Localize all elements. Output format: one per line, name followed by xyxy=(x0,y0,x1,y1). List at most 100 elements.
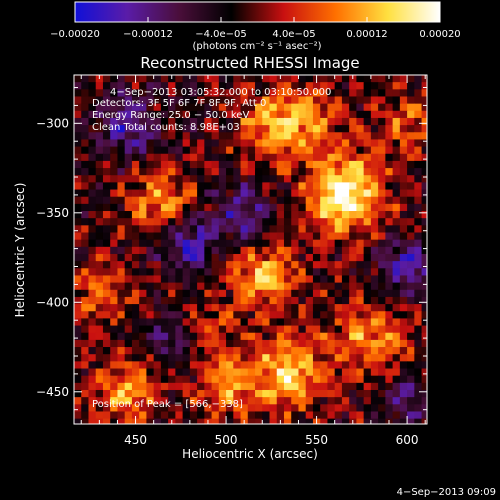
heatmap-cell xyxy=(276,368,285,377)
heatmap-cell xyxy=(320,110,328,119)
heatmap-cell xyxy=(392,282,401,291)
heatmap-cell xyxy=(298,289,307,298)
heatmap-cell xyxy=(182,89,191,97)
heatmap-cell xyxy=(110,397,118,405)
heatmap-cell xyxy=(95,175,104,183)
heatmap-cell xyxy=(168,218,176,226)
heatmap-cell xyxy=(385,246,393,255)
heatmap-cell xyxy=(399,75,408,83)
colorbar-tick-label: 0.00020 xyxy=(419,29,460,40)
heatmap-cell xyxy=(153,110,162,119)
heatmap-cell xyxy=(341,304,350,312)
heatmap-cell xyxy=(160,211,169,219)
heatmap-cell xyxy=(356,139,365,147)
heatmap-cell xyxy=(88,75,97,83)
heatmap-cell xyxy=(88,196,97,205)
annotation-line: Detectors: 3F 5F 6F 7F 8F 9F, Att 0 xyxy=(92,98,266,109)
heatmap-cell xyxy=(298,325,307,334)
heatmap-cell xyxy=(363,117,372,126)
heatmap-cell xyxy=(88,418,97,425)
heatmap-cell xyxy=(283,339,292,348)
heatmap-cell xyxy=(226,117,234,126)
heatmap-cell xyxy=(95,368,104,377)
heatmap-cell xyxy=(320,389,328,398)
heatmap-cell xyxy=(305,239,314,248)
heatmap-cell xyxy=(168,304,176,312)
heatmap-cell xyxy=(124,418,133,425)
heatmap-cell xyxy=(197,389,205,398)
heatmap-cell xyxy=(233,211,241,219)
heatmap-cell xyxy=(334,275,343,284)
heatmap-cell xyxy=(385,325,393,334)
heatmap-cell xyxy=(334,232,343,241)
heatmap-cell xyxy=(378,189,386,198)
heatmap-cell xyxy=(189,332,198,341)
heatmap-cell xyxy=(124,347,133,355)
heatmap-cell xyxy=(240,110,249,119)
heatmap-cell xyxy=(363,175,372,183)
heatmap-cell xyxy=(291,289,299,298)
heatmap-cell xyxy=(334,389,343,398)
heatmap-cell xyxy=(81,211,89,219)
heatmap-cell xyxy=(124,397,133,405)
heatmap-cell xyxy=(233,418,241,425)
heatmap-cell xyxy=(363,211,372,219)
heatmap-cell xyxy=(370,311,379,319)
heatmap-cell xyxy=(283,332,292,341)
heatmap-cell xyxy=(131,146,140,155)
x-tick-label: 600 xyxy=(396,433,419,447)
heatmap-cell xyxy=(182,361,191,369)
heatmap-cell xyxy=(269,382,278,391)
heatmap-cell xyxy=(327,325,336,334)
heatmap-cell xyxy=(146,404,155,412)
heatmap-cell xyxy=(175,246,184,255)
heatmap-cell xyxy=(356,239,365,248)
heatmap-cell xyxy=(320,246,328,255)
heatmap-cell xyxy=(291,311,299,319)
heatmap-cell xyxy=(146,261,155,269)
heatmap-cell xyxy=(175,361,184,369)
heatmap-cell xyxy=(175,332,184,341)
heatmap-cell xyxy=(255,397,263,405)
heatmap-cell xyxy=(283,153,292,162)
heatmap-cell xyxy=(233,347,241,355)
heatmap-cell xyxy=(356,103,365,112)
heatmap-cell xyxy=(312,96,321,105)
heatmap-cell xyxy=(88,239,97,248)
heatmap-cell xyxy=(124,354,133,362)
heatmap-cell xyxy=(414,232,422,241)
heatmap-cell xyxy=(233,397,241,405)
heatmap-cell xyxy=(341,397,350,405)
heatmap-cell xyxy=(189,168,198,176)
heatmap-cell xyxy=(139,368,147,377)
heatmap-cell xyxy=(298,153,307,162)
heatmap-cell xyxy=(211,75,220,83)
heatmap-cell xyxy=(327,368,336,377)
heatmap-cell xyxy=(341,75,350,83)
heatmap-cell xyxy=(204,282,212,291)
heatmap-cell xyxy=(182,168,191,176)
heatmap-cell xyxy=(124,246,133,255)
heatmap-cell xyxy=(407,361,415,369)
heatmap-cell xyxy=(363,132,372,140)
heatmap-cell xyxy=(407,382,415,391)
heatmap-cell xyxy=(370,347,379,355)
heatmap-cell xyxy=(88,339,97,348)
heatmap-cell xyxy=(124,411,133,420)
heatmap-cell xyxy=(356,332,365,341)
heatmap-cell xyxy=(385,311,393,319)
heatmap-cell xyxy=(226,125,234,133)
heatmap-cell xyxy=(283,296,292,305)
heatmap-cell xyxy=(327,89,336,97)
heatmap-cell xyxy=(131,368,140,377)
heatmap-cell xyxy=(407,232,415,241)
heatmap-cell xyxy=(233,182,241,190)
heatmap-cell xyxy=(385,282,393,291)
heatmap-cell xyxy=(211,110,220,119)
heatmap-cell xyxy=(160,325,169,334)
heatmap-cell xyxy=(146,146,155,155)
heatmap-cell xyxy=(204,175,212,183)
heatmap-cell xyxy=(139,404,147,412)
heatmap-cell xyxy=(378,232,386,241)
heatmap-cell xyxy=(414,253,422,262)
